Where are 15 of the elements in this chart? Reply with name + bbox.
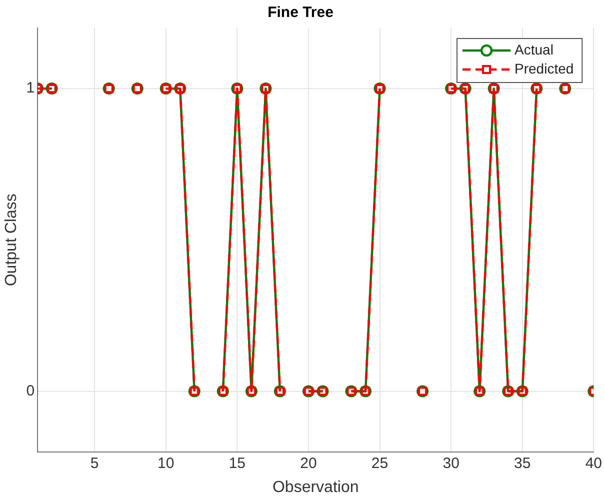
x-tick-label: 40 [585, 454, 602, 472]
x-tick-label: 30 [442, 454, 460, 472]
x-tick-label: 20 [300, 454, 317, 472]
y-tick-label: 1 [26, 80, 35, 97]
x-tick-label: 15 [228, 454, 246, 472]
x-tick-label: 25 [371, 454, 388, 472]
chart-title: Fine Tree [268, 4, 334, 22]
y-tick-label: 0 [26, 382, 35, 400]
y-axis-title: Output Class [3, 194, 20, 286]
legend-label: Predicted [514, 60, 574, 76]
x-tick-label: 10 [158, 454, 174, 472]
x-tick-label: 5 [90, 454, 99, 472]
legend-label: Actual [514, 41, 554, 58]
x-tick-label: 35 [514, 454, 531, 472]
x-axis-title: Observation [272, 478, 359, 496]
